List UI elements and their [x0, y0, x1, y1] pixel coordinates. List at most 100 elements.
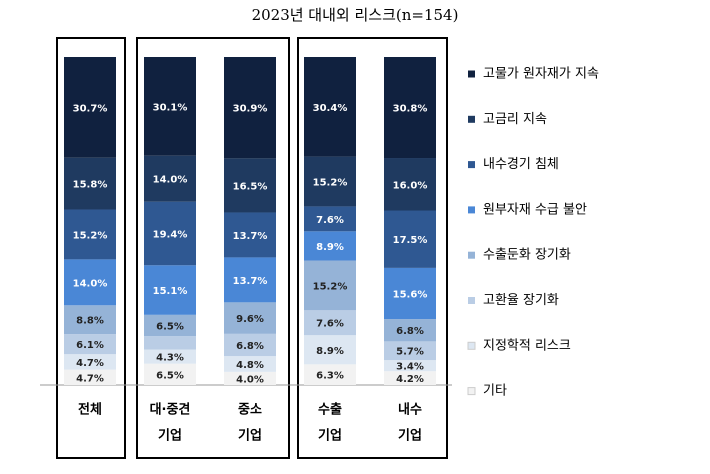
bar-segment: [64, 57, 116, 158]
data-label: 17.5%: [393, 235, 428, 246]
data-label: 6.8%: [236, 341, 264, 352]
chart-title: 2023년 대내외 리스크(n=154): [252, 6, 459, 24]
legend-marker: [468, 161, 475, 169]
group-box: [297, 37, 448, 459]
data-label: 6.3%: [316, 371, 344, 382]
bar-segment: [64, 334, 116, 355]
bar-segment: [304, 260, 356, 311]
bar-segment: [144, 57, 196, 156]
bar-segment: [64, 157, 116, 210]
bar-segment: [304, 57, 356, 157]
bar-segment: [64, 305, 116, 335]
data-label: 4.0%: [236, 374, 264, 385]
bar-segment: [144, 314, 196, 337]
bar-segment: [64, 259, 116, 306]
data-label: 16.0%: [393, 180, 428, 191]
bar-segment: [224, 302, 276, 334]
group-box: [136, 37, 290, 459]
bar-segment: [224, 371, 276, 385]
data-label: 15.2%: [313, 281, 348, 292]
data-label: 6.5%: [156, 370, 184, 381]
x-tick-label: 내수: [398, 402, 422, 418]
bar-segment: [224, 356, 276, 372]
data-label: 13.7%: [233, 276, 268, 287]
bar-segment: [224, 212, 276, 258]
data-label: 6.1%: [76, 340, 104, 351]
bar-segment: [304, 206, 356, 232]
bar-segment: [304, 364, 356, 385]
data-label: 7.6%: [316, 319, 344, 330]
bar-segment: [224, 57, 276, 159]
data-label: 15.8%: [73, 180, 108, 191]
legend-marker: [467, 341, 476, 350]
x-tick-label: 기업: [238, 429, 262, 444]
legend-label: 원부자재 수급 불안: [483, 202, 587, 217]
bar-segment: [64, 209, 116, 260]
data-label: 4.7%: [76, 373, 104, 384]
bar-segment: [304, 335, 356, 365]
data-label: 30.7%: [73, 103, 108, 114]
data-label: 8.9%: [316, 346, 344, 357]
legend-marker: [468, 115, 475, 123]
legend-label: 고환율 장기화: [483, 293, 559, 308]
legend-marker: [468, 70, 475, 78]
bar-segment: [304, 156, 356, 207]
bar-segment: [224, 333, 276, 357]
legend-label: 지정학적 리스크: [483, 338, 571, 353]
x-tick-label: 중소: [238, 403, 262, 418]
bar-segment: [64, 369, 116, 385]
data-label: 19.4%: [153, 229, 188, 240]
x-tick-label: 기업: [158, 429, 182, 444]
data-label: 14.0%: [73, 278, 108, 289]
legend-marker: [468, 251, 475, 259]
bar-segment: [384, 57, 436, 159]
data-label: 8.8%: [76, 316, 104, 327]
x-tick-label: 대·중견: [150, 402, 191, 418]
data-label: 15.2%: [313, 178, 348, 189]
group-box: [56, 37, 126, 459]
bar-segment: [144, 363, 196, 385]
data-label: 4.2%: [396, 374, 424, 385]
data-label: 30.4%: [313, 103, 348, 114]
data-label: 15.6%: [393, 289, 428, 300]
x-tick-label: 수출: [318, 402, 342, 418]
data-label: 4.7%: [76, 358, 104, 369]
data-label: 6.5%: [156, 321, 184, 332]
bar-segment: [384, 267, 436, 320]
data-label: 6.8%: [396, 326, 424, 337]
data-label: 3.4%: [396, 362, 424, 373]
x-tick-label: 전체: [78, 402, 102, 418]
bar-segment: [384, 360, 436, 372]
legend-label: 고물가 원자재가 지속: [483, 67, 599, 82]
bar-segment: [144, 201, 196, 266]
legend-label: 수출둔화 장기화: [483, 248, 571, 263]
data-label: 16.5%: [233, 181, 268, 192]
data-label: 15.2%: [73, 230, 108, 241]
data-label: 30.9%: [233, 104, 268, 115]
legend-marker: [468, 206, 475, 214]
legend-marker: [467, 387, 476, 396]
legend-label: 기타: [483, 384, 507, 399]
bar-segment: [64, 354, 116, 370]
bar-segment: [304, 231, 356, 261]
data-label: 7.6%: [316, 215, 344, 226]
legend-label: 내수경기 침체: [483, 157, 559, 172]
data-label: 14.0%: [153, 175, 188, 186]
bar-segment: [384, 341, 436, 361]
bar-segment: [224, 158, 276, 213]
bar-segment: [224, 257, 276, 303]
data-label: 8.9%: [316, 242, 344, 253]
x-tick-label: 기업: [398, 429, 422, 444]
data-label: 5.7%: [396, 347, 424, 358]
data-label: 13.7%: [233, 231, 268, 242]
data-label: 4.8%: [236, 360, 264, 371]
bar-segment: [144, 349, 196, 364]
bar-segment: [384, 210, 436, 268]
bar-segment: [304, 310, 356, 336]
legend-label: 고금리 지속: [483, 112, 547, 127]
bar-segment: [144, 336, 196, 350]
legend-marker: [468, 297, 475, 304]
bar-segment: [384, 319, 436, 342]
data-label: 30.1%: [153, 102, 188, 113]
